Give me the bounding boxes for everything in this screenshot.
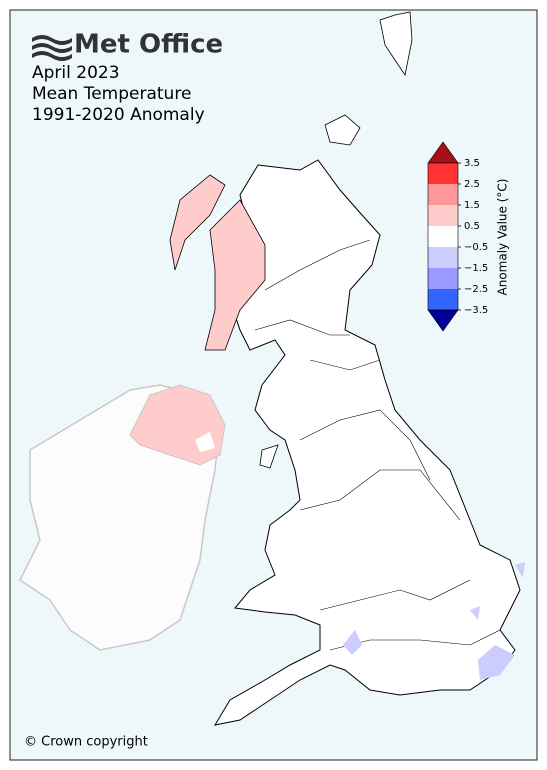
cold-patch [343,630,362,655]
cold-patch [515,562,525,578]
logo-mark [32,35,72,61]
colorbar-tick-label: −1.5 [464,263,488,274]
colorbar: 3.5 2.5 1.5 0.5 −0.5 −1.5 −2.5 −3.5 [427,141,488,332]
lough [195,432,215,452]
colorbar-segment [428,226,458,247]
colorbar-segment [428,289,458,310]
logo-text: Met Office [74,30,223,60]
colorbar-segment [428,247,458,268]
outer-hebrides [169,174,226,271]
colorbar-tick-label: −0.5 [464,242,488,253]
colorbar-tick-label: −3.5 [464,305,488,316]
colorbar-segment [428,163,458,184]
shetland [379,11,413,77]
colorbar-outline [427,162,459,311]
region-boundaries [254,239,501,651]
colorbar-tick-label: 1.5 [464,200,480,211]
title-line: 1991-2020 Anomaly [32,105,205,125]
cold-anomaly-patches [343,562,525,680]
cold-patch [470,606,480,620]
colorbar-segment [428,184,458,205]
colorbar-segment [428,268,458,289]
great-britain [213,159,521,726]
colorbar-label: Anomaly Value (°C) [496,179,510,296]
isle-of-man [259,444,279,469]
west-scotland-anomaly [204,199,266,351]
title-line: April 2023 [32,63,120,83]
orkney [324,114,361,146]
colorbar-tick-label: −2.5 [464,284,488,295]
cold-patch [478,645,515,680]
colorbar-tick-label: 0.5 [464,221,480,232]
colorbar-segment [428,205,458,226]
colorbar-tick-label: 2.5 [464,179,480,190]
colorbar-tick-label: 3.5 [464,158,480,169]
title-line: Mean Temperature [32,84,191,104]
copyright: © Crown copyright [24,735,148,750]
